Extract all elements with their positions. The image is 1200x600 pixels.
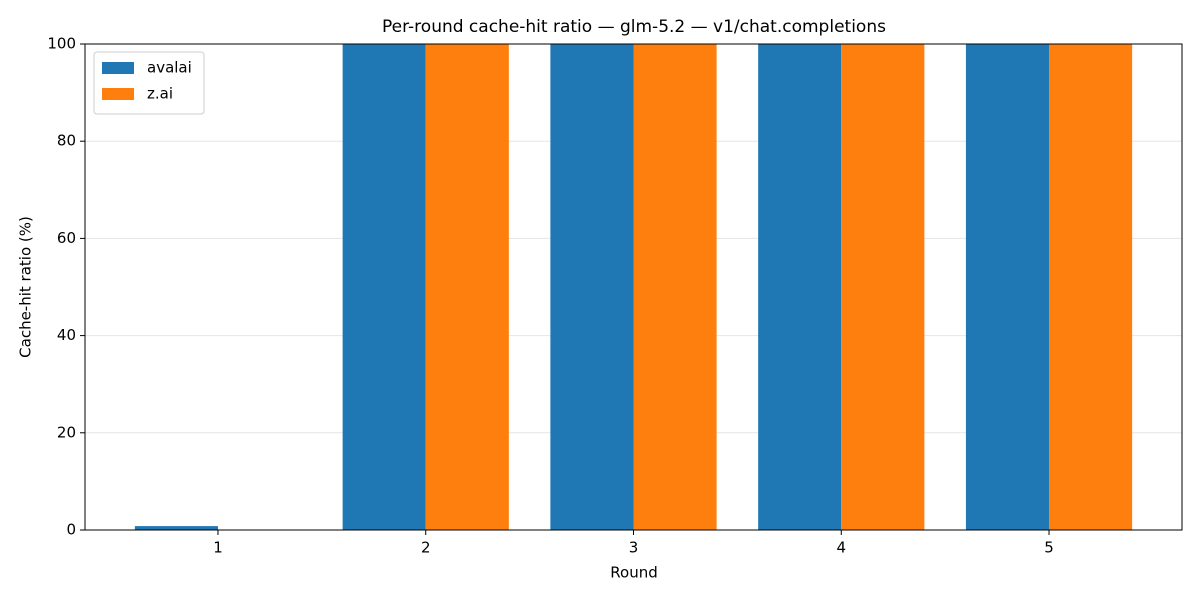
x-tick-label: 2 (421, 539, 431, 557)
y-tick-label: 80 (57, 132, 76, 150)
plot-frame (84, 43, 1183, 531)
legend-label: z.ai (147, 85, 173, 103)
x-tick-label: 4 (836, 539, 846, 557)
y-tick-label: 20 (57, 423, 76, 441)
y-tick-label: 60 (57, 229, 76, 247)
legend-swatch (102, 62, 134, 74)
bar (550, 44, 634, 530)
bar (342, 44, 426, 530)
x-axis-label: Round (610, 564, 657, 582)
y-axis-label: Cache-hit ratio (%) (17, 216, 35, 358)
legend-label: avalai (147, 59, 192, 77)
x-tick-label: 5 (1044, 539, 1054, 557)
bar (758, 44, 842, 530)
y-tick-label: 40 (57, 326, 76, 344)
bar (841, 44, 925, 530)
y-tick-label: 100 (47, 35, 76, 53)
bar (965, 44, 1050, 530)
chart-title: Per-round cache-hit ratio — glm-5.2 — v1… (382, 17, 886, 37)
x-tick-label: 3 (629, 539, 639, 557)
bar (633, 44, 717, 530)
bar (1049, 44, 1133, 530)
bar (425, 44, 509, 530)
bar (134, 526, 218, 530)
legend-swatch (102, 88, 134, 100)
x-tick-label: 1 (213, 539, 223, 557)
y-tick-label: 0 (66, 521, 76, 539)
